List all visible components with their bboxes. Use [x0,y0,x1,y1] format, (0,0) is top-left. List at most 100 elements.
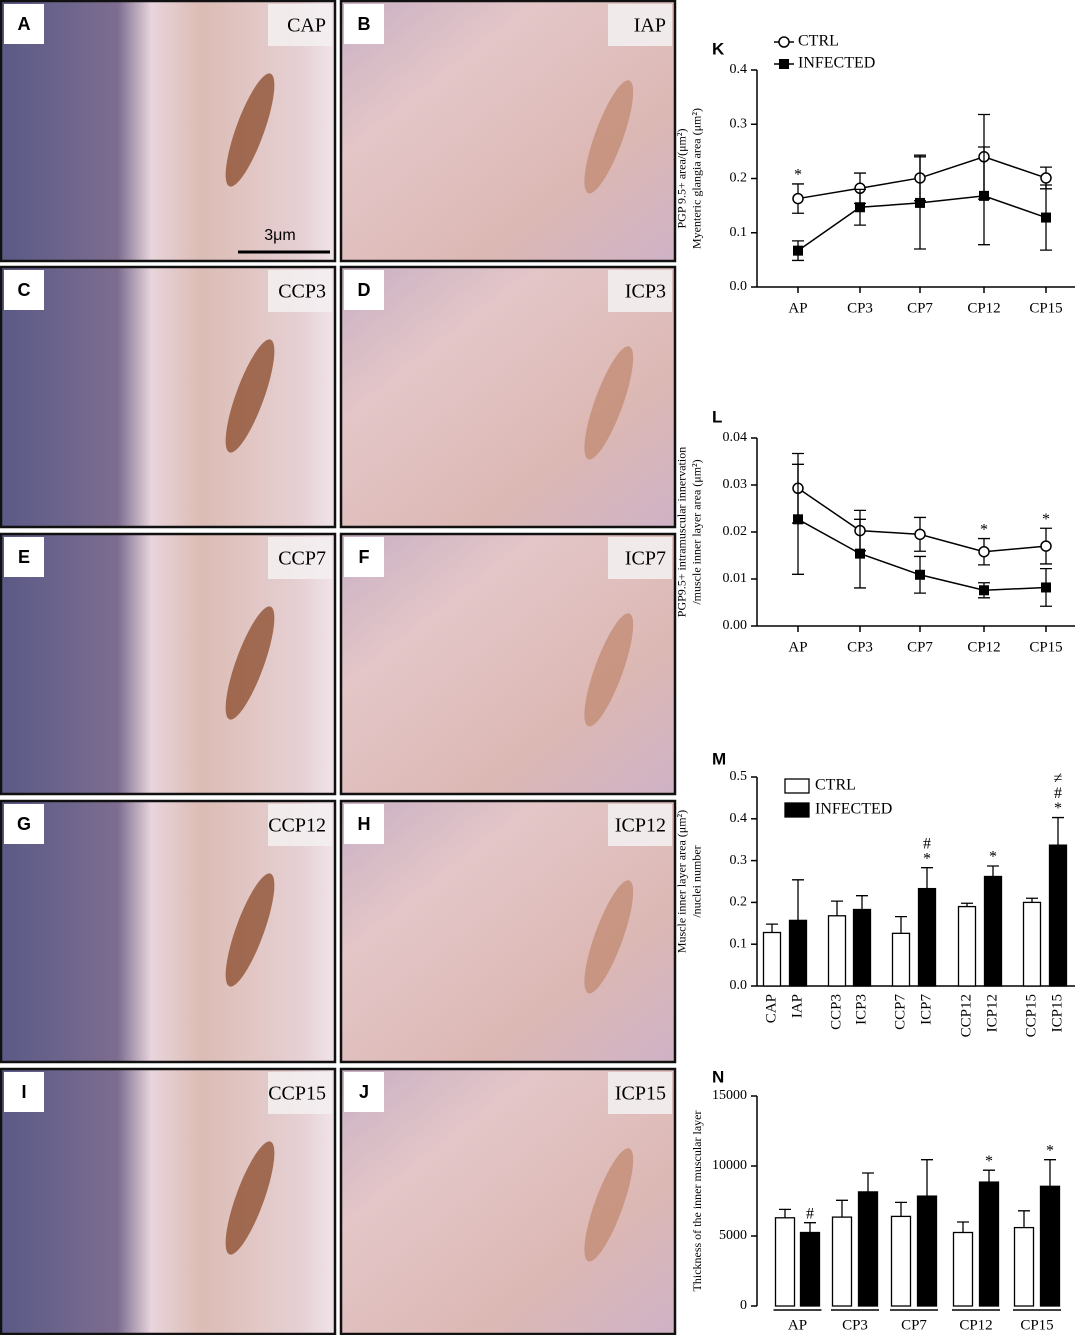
panel-label-box [268,804,332,846]
y-tick-label: 15000 [712,1088,747,1103]
y-tick-label: 0.0 [730,279,748,294]
bar [857,1191,879,1307]
marker [915,569,925,580]
panel-label-box [608,1072,672,1114]
x-tick-label: CP12 [967,639,1000,655]
panel-label: ICP12 [615,815,666,837]
x-tick-label: AP [788,639,807,655]
x-tick-label: ICP15 [1049,994,1065,1032]
y-tick-label: 0.1 [730,225,748,240]
y-axis-label: /muscle inner layer area (μm²) [689,459,703,604]
significance-mark: * [794,167,802,184]
marker [855,548,865,559]
bar [1013,1226,1035,1307]
panel-letter-box [4,537,44,577]
ganglion [225,73,275,187]
x-tick-label: CCP15 [1023,994,1039,1037]
panel-label-box [268,270,332,312]
panel-letter-box [4,1072,44,1112]
legend-label: INFECTED [798,55,875,72]
panel-label-box [608,804,672,846]
panel-letter-box [344,537,384,577]
panel-label-box [608,537,672,579]
x-tick-label: ICP3 [853,994,869,1025]
x-tick-label: CCP7 [892,994,908,1030]
y-tick-label: 0.3 [730,116,748,131]
legend-marker [779,59,789,69]
y-tick-label: 0.5 [730,769,748,784]
x-tick-label: CAP [763,994,779,1023]
y-tick-label: 0.4 [730,62,748,77]
y-axis-label: PGP 9.5+ area/(μm²) [674,128,688,228]
x-tick-label: CP7 [907,300,933,316]
bar [983,875,1003,987]
x-tick-label: ICP7 [918,994,934,1025]
bar [762,931,782,987]
x-tick-label: CCP3 [828,994,844,1030]
panel-letter: C [18,280,31,300]
marker [792,192,804,205]
significance-mark: * [980,521,988,538]
y-tick-label: 0.02 [723,524,748,539]
legend-marker [778,36,790,48]
bar [1048,844,1068,987]
significance-mark: ≠ [1054,770,1063,787]
marker [979,190,989,201]
ganglion [584,880,634,994]
significance-mark: * [1054,800,1062,817]
ganglion [584,346,634,460]
micrograph-panel: I CCP15 [0,1067,337,1336]
panel-letter: I [21,1082,26,1102]
bar [978,1181,1000,1307]
x-tick-label: CP12 [959,1317,992,1333]
chart-panel-letter: N [712,1067,724,1086]
panel-label-box [268,4,332,46]
marker [855,202,865,213]
panel-label-box [608,4,672,46]
micrograph-panel: B IAP [339,0,677,263]
ganglion [584,1148,634,1262]
bar [917,887,937,987]
micrographs: A CAP B IAP C CCP3 D ICP3 E CCP7 F ICP7 G CCP12 H ICP12… [0,0,677,1336]
panel-label: CAP [287,15,326,37]
x-tick-label: CP15 [1029,300,1062,316]
x-tick-label: IAP [789,994,805,1018]
micrograph-panel: C CCP3 [0,265,337,529]
legend-swatch [784,802,810,818]
charts: K PGP 9.5+ area/(μm²) Myenteric glangia ar… [674,33,1075,1333]
panel-letter-box [4,270,44,310]
ganglion [225,1141,275,1255]
x-tick-label: CP15 [1020,1317,1053,1333]
x-tick-label: CP12 [967,300,1000,316]
y-axis-label: Thickness of the inner muscular layer [690,1111,704,1292]
marker [1041,582,1051,593]
panel-label: ICP15 [615,1083,666,1105]
ganglion [584,80,634,194]
legend-label: INFECTED [815,801,892,818]
panel-letter-box [4,4,44,44]
panel-letter: J [359,1082,369,1102]
panel-letter-box [344,804,384,844]
ganglion [225,339,275,453]
x-tick-label: CP3 [847,639,873,655]
x-tick-label: CP3 [842,1317,868,1333]
panel-letter: G [17,814,31,834]
micrograph-panel: F ICP7 [339,532,677,796]
bar [891,932,911,987]
marker [978,545,990,558]
panel-label: IAP [634,15,666,37]
y-axis-label: Myenteric glangia area (μm²) [689,108,703,249]
y-tick-label: 0.1 [730,936,748,951]
x-tick-label: AP [788,1317,807,1333]
panel-label-box [268,1072,332,1114]
y-tick-label: 0.03 [723,477,748,492]
micrograph-panel: G CCP12 [0,799,337,1064]
panel-label: CCP12 [268,815,326,837]
chart-panel-letter: M [712,749,726,768]
marker [914,528,926,541]
y-tick-label: 0.04 [723,430,748,445]
marker [1040,172,1052,184]
bar [827,915,847,987]
panel-letter: F [359,547,370,567]
